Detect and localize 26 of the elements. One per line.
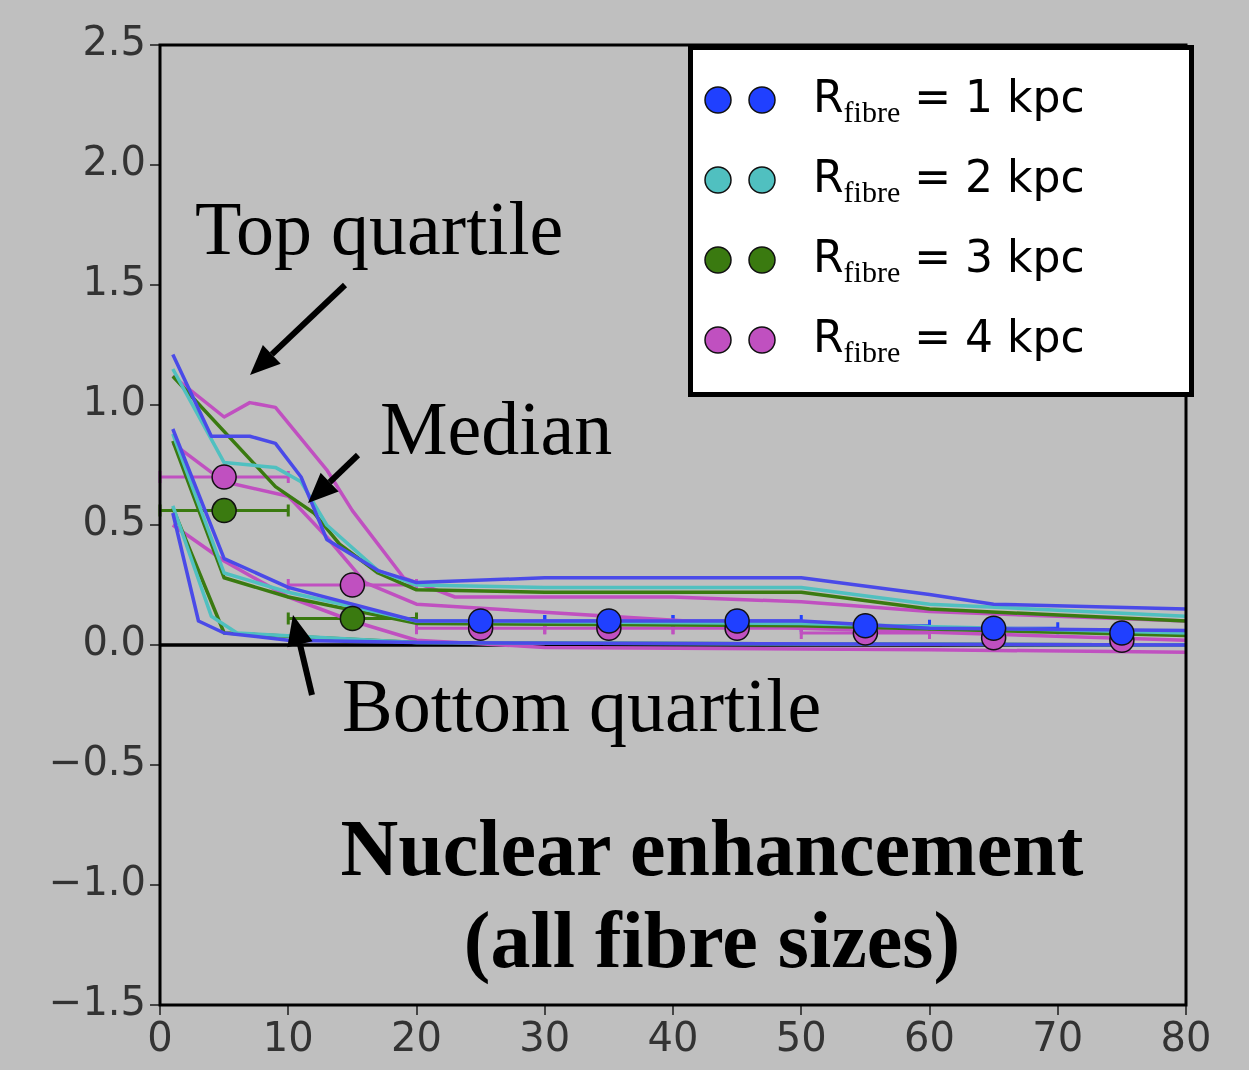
y-tick-label: 2.0: [82, 138, 146, 185]
x-tick-label: 20: [391, 1014, 442, 1061]
annotation: Nuclear enhancement (all fibre sizes): [340, 803, 1084, 986]
y-tick-label: 1.5: [82, 258, 146, 305]
x-tick-label: 30: [519, 1014, 571, 1061]
y-tick-label: 1.0: [82, 378, 146, 425]
legend-label: R$_{fibre}$ = 2 kpc: [813, 151, 1085, 209]
annotation: Bottom quartile: [342, 663, 822, 747]
annotation: Median: [380, 386, 613, 470]
x-tick-label: 10: [262, 1014, 314, 1061]
annotation: Top quartile: [195, 186, 564, 270]
x-tick-label: 80: [1160, 1014, 1212, 1061]
y-tick-label: 0.5: [82, 498, 146, 545]
y-tick-label: 0.0: [82, 618, 146, 665]
y-tick-label: −0.5: [48, 738, 146, 785]
x-tick-label: 60: [904, 1014, 955, 1061]
x-tick-label: 70: [1032, 1014, 1084, 1061]
x-tick-label: 0: [147, 1014, 173, 1061]
legend-label: R$_{fibre}$ = 4 kpc: [813, 311, 1085, 369]
y-tick-label: −1.0: [48, 858, 146, 905]
y-tick-label: −1.5: [48, 978, 146, 1025]
x-tick-label: 40: [647, 1014, 699, 1061]
legend-label: R$_{fibre}$ = 1 kpc: [813, 71, 1085, 129]
x-tick-label: 50: [775, 1014, 827, 1061]
y-tick-label: 2.5: [82, 18, 146, 65]
legend-label: R$_{fibre}$ = 3 kpc: [813, 231, 1085, 289]
